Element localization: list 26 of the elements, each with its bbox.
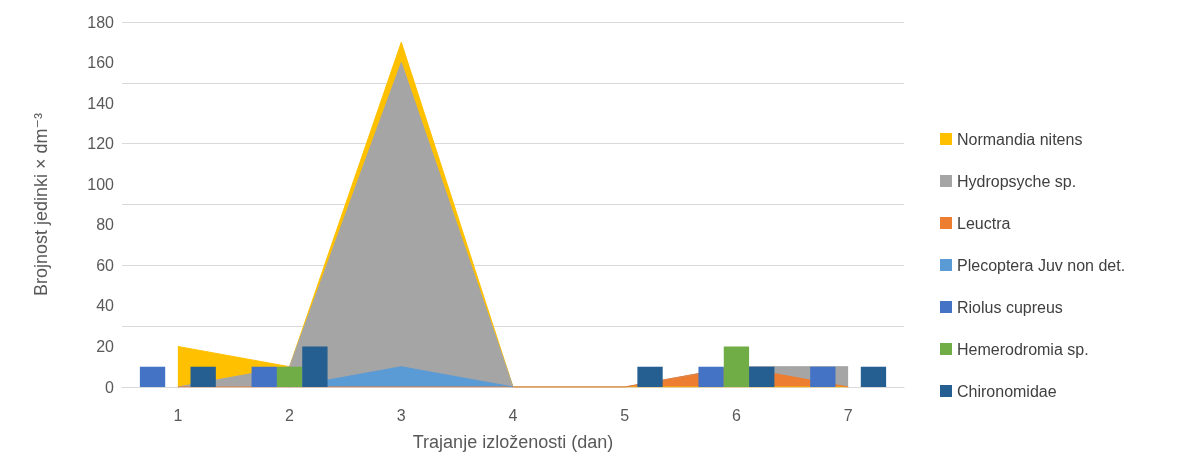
legend-label: Hydropsyche sp. [957,172,1077,190]
x-tick-label: 3 [396,406,406,424]
y-tick-label: 20 [96,337,115,355]
x-tick-label: 2 [285,406,295,424]
x-tick-label: 4 [508,406,518,424]
legend-label: Riolus cupreus [957,298,1063,316]
x-tick-label: 1 [173,406,183,424]
legend-label: Hemerodromia sp. [957,340,1089,358]
y-tick-label: 80 [96,216,115,234]
y-tick-label: 100 [87,175,115,193]
legend-label: Plecoptera Juv non det. [957,256,1126,274]
y-axis-title: Brojnost jedinki × dm⁻³ [31,112,51,297]
legend-label: Leuctra [957,214,1011,232]
legend-label: Chironomidae [957,382,1057,400]
y-tick-label: 120 [87,135,115,153]
y-tick-label: 40 [96,297,115,315]
y-tick-label: 0 [105,378,115,396]
y-tick-label: 180 [87,13,115,31]
legend-label: Normandia nitens [957,130,1083,148]
y-tick-label: 60 [96,256,115,274]
y-tick-label: 140 [87,94,115,112]
x-tick-label: 6 [731,406,741,424]
y-tick-label: 160 [87,54,115,72]
x-tick-label: 7 [843,406,853,424]
x-tick-label: 5 [620,406,630,424]
x-axis-title: Trajanje izloženosti (dan) [412,432,614,452]
